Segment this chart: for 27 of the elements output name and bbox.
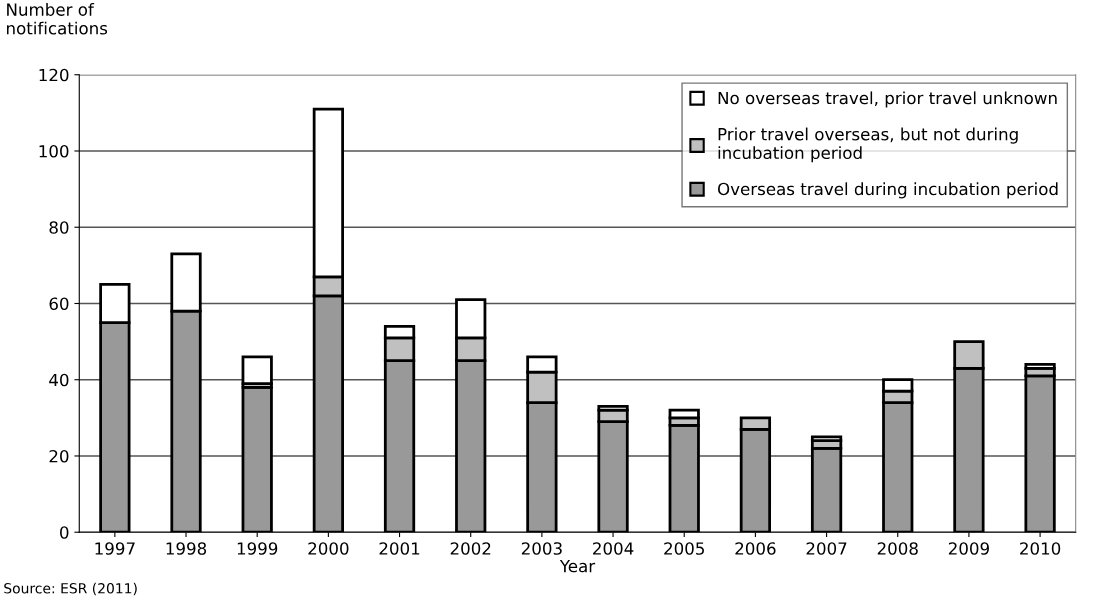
x-tick-label: 1998: [166, 542, 207, 555]
x-axis-title: Year: [559, 559, 596, 573]
x-tick-label: 2009: [948, 542, 989, 555]
source-note: Source: ESR (2011): [4, 582, 137, 596]
x-tick-label: 2000: [308, 542, 349, 555]
x-tick-label: 2002: [450, 542, 491, 555]
legend-label: Overseas travel during incubation period: [717, 182, 1058, 199]
x-tick-label: 2006: [735, 542, 776, 555]
x-tick-label: 2003: [521, 542, 562, 555]
x-tick-label: 2001: [379, 542, 420, 555]
y-tick-label: 60: [49, 297, 69, 311]
y-axis-title: Number of notifications: [7, 2, 108, 35]
x-tick-label: 2008: [877, 542, 918, 555]
legend-label: No overseas travel, prior travel unknown: [718, 91, 1057, 108]
x-tick-label: 2004: [593, 542, 634, 555]
legend-label: Prior travel overseas, but not during incubation period: [718, 127, 1018, 163]
y-tick-label: 120: [39, 68, 69, 82]
y-tick-label: 20: [49, 449, 69, 463]
x-tick-label: 2010: [1020, 542, 1061, 555]
x-tick-label: 1997: [95, 542, 135, 555]
y-tick-label: 80: [49, 221, 69, 234]
y-tick-label: 0: [60, 526, 69, 539]
x-tick-label: 1999: [237, 542, 278, 555]
x-tick-label: 2005: [664, 542, 704, 555]
x-tick-label: 2007: [806, 542, 847, 555]
y-tick-label: 100: [39, 144, 69, 158]
y-tick-label: 40: [49, 373, 69, 387]
